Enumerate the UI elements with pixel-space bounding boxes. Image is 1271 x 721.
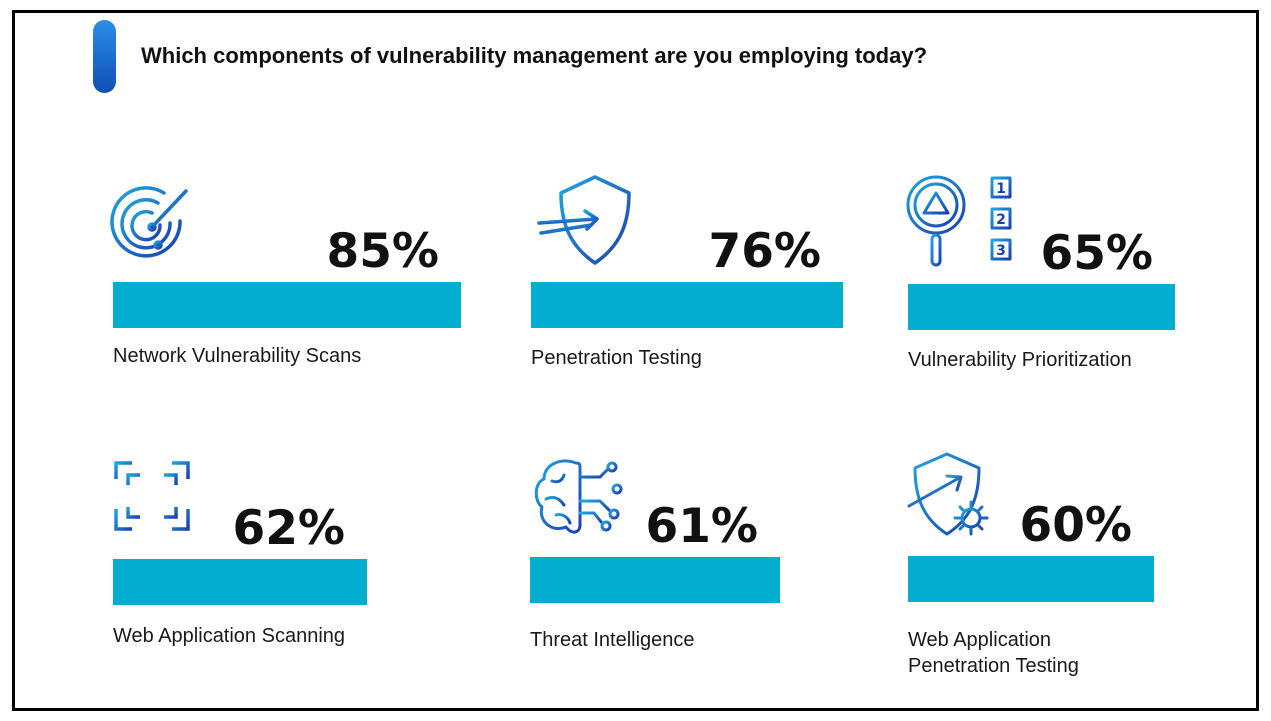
radar-icon	[110, 186, 188, 258]
value-label-3: 65%	[1040, 226, 1154, 281]
category-label-4: Web Application Scanning	[113, 623, 345, 649]
category-label-3: Vulnerability Prioritization	[908, 347, 1132, 373]
svg-text:1: 1	[996, 181, 1006, 197]
bar-6	[908, 556, 1154, 602]
category-label-line: Threat Intelligence	[530, 629, 695, 651]
category-label-line: Penetration Testing	[908, 655, 1079, 677]
magnifier-warning-list-icon: 1 2 3	[906, 175, 1012, 267]
value-label-4: 62%	[232, 501, 346, 556]
scan-frame-icon	[110, 461, 194, 531]
bar-3	[908, 284, 1175, 330]
value-label-2: 76%	[708, 224, 822, 279]
category-label-line: Web Application	[908, 629, 1052, 651]
bar-2	[531, 282, 843, 328]
category-label-line: Penetration Testing	[531, 347, 702, 369]
category-label-2: Penetration Testing	[531, 345, 702, 371]
value-label-6: 60%	[1019, 498, 1133, 553]
category-label-1: Network Vulnerability Scans	[113, 343, 361, 369]
bar-4	[113, 559, 367, 605]
chart-title: Which components of vulnerability manage…	[141, 43, 928, 68]
svg-text:3: 3	[996, 243, 1006, 259]
value-label-5: 61%	[645, 499, 759, 554]
svg-text:2: 2	[996, 212, 1006, 228]
category-label-5: Threat Intelligence	[530, 627, 695, 653]
value-label-1: 85%	[326, 224, 440, 279]
bar-5	[530, 557, 780, 603]
category-label-6: Web Application Penetration Testing	[908, 627, 1079, 679]
category-label-line: Network Vulnerability Scans	[113, 345, 362, 367]
title-accent-bar	[93, 20, 116, 93]
brain-circuit-icon	[534, 459, 623, 534]
category-label-line: Vulnerability Prioritization	[908, 349, 1132, 371]
shield-arrow-icon	[537, 175, 631, 265]
bar-1	[113, 282, 461, 328]
shield-gear-icon	[907, 452, 989, 536]
category-label-line: Web Application Scanning	[113, 625, 346, 647]
